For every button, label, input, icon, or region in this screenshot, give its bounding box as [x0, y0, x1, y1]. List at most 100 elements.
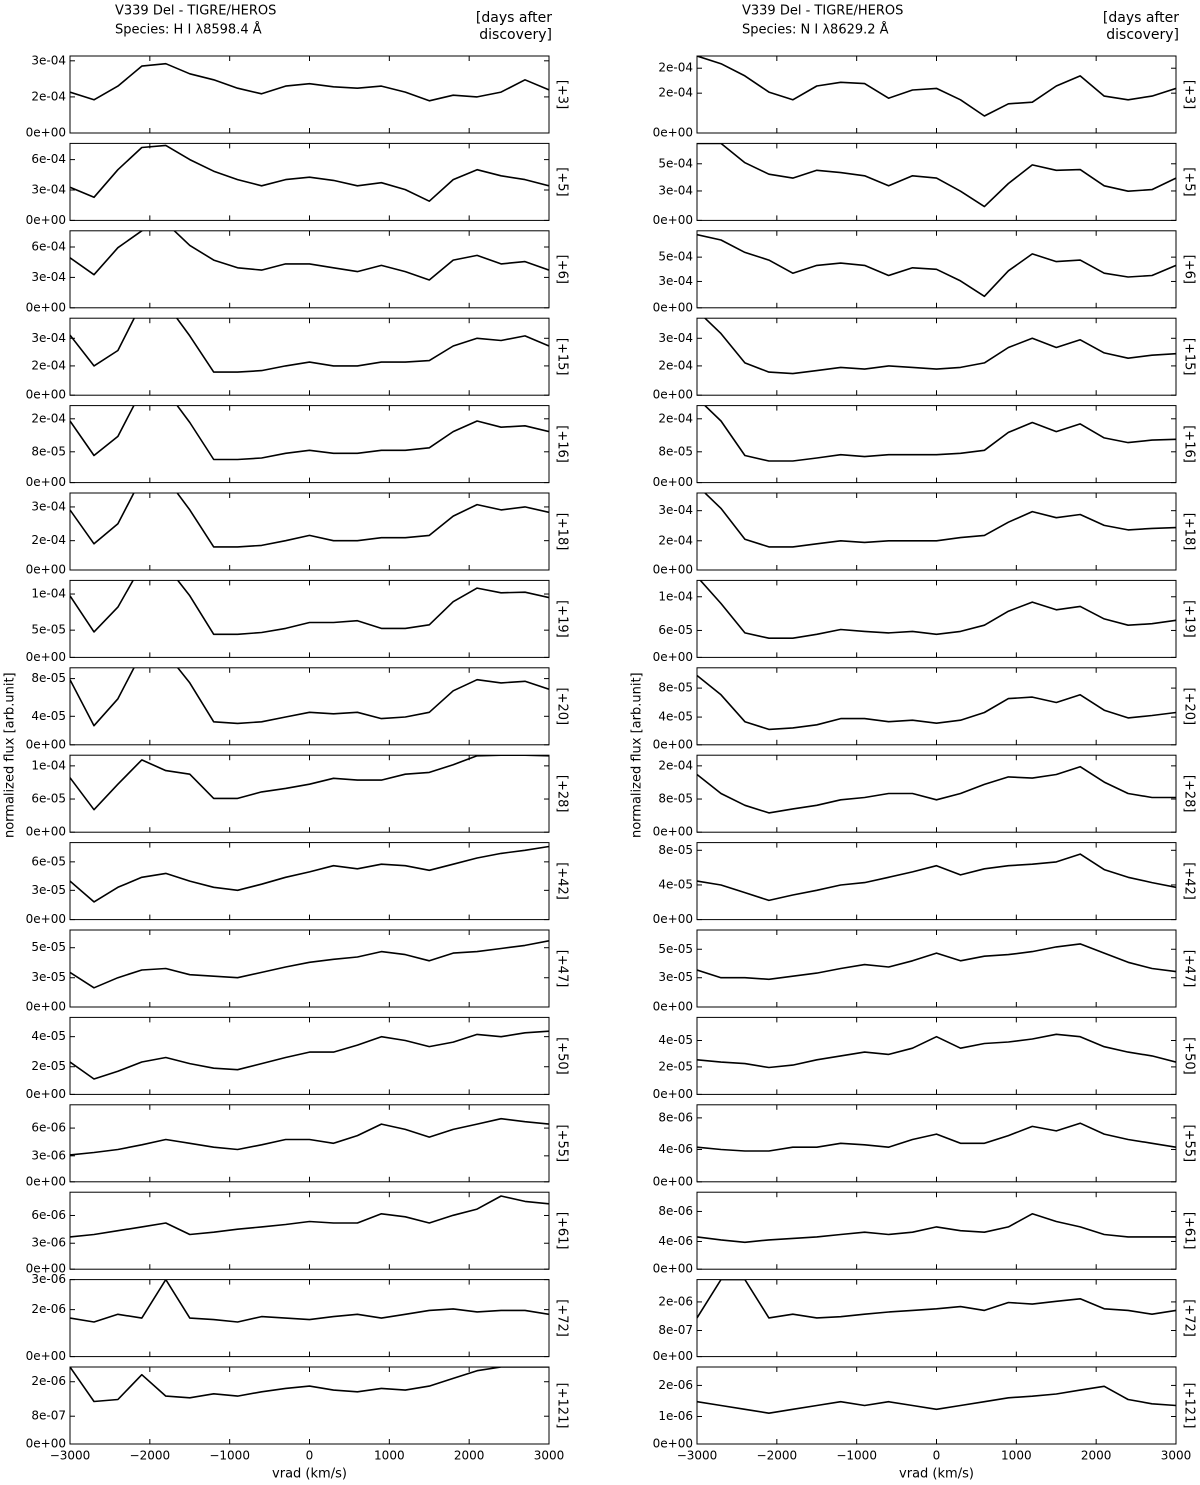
y-tick-label: 0e+00: [26, 1262, 66, 1276]
y-tick-label: 3e-04: [31, 53, 66, 67]
panel-frame: [696, 1279, 1177, 1358]
panel-frame: [69, 1279, 550, 1358]
spectrum-line: [70, 667, 549, 727]
panel-frame: [696, 579, 1177, 658]
day-label: [+121]: [555, 1383, 570, 1429]
x-tick-label: −2000: [130, 1449, 171, 1463]
y-tick-label: 8e-07: [658, 1323, 693, 1337]
y-tick-label: 2e-04: [31, 358, 66, 372]
spectrum-line: [697, 1033, 1176, 1069]
spectrum-line: [697, 1213, 1176, 1244]
day-label: [+42]: [1182, 862, 1197, 900]
y-tick-label: 2e-06: [658, 1294, 693, 1308]
spectrum-line: [697, 765, 1176, 814]
annotation: [days after discovery]: [1102, 10, 1179, 43]
y-tick-label: 2e-04: [658, 411, 693, 425]
spectrum-line: [70, 755, 549, 811]
y-tick-label: 5e-05: [31, 623, 66, 637]
panel-frame: [69, 492, 550, 571]
spectrum-line: [697, 143, 1176, 208]
chart-subtitle: Species: H I λ8598.4 Å: [115, 22, 262, 38]
y-tick-label: 0e+00: [653, 1437, 693, 1451]
spectrum-line: [70, 144, 549, 202]
day-label: [+18]: [555, 513, 570, 551]
day-label: [+5]: [555, 167, 570, 196]
day-label: [+47]: [555, 950, 570, 988]
panel-frame: [69, 230, 550, 309]
y-tick-label: 0e+00: [653, 213, 693, 227]
y-tick-label: 2e-06: [658, 1378, 693, 1392]
x-tick-label: −2000: [757, 1449, 798, 1463]
y-tick-label: 0e+00: [653, 737, 693, 751]
spectrum-line: [697, 1279, 1176, 1319]
spectrum-line: [70, 1117, 549, 1156]
day-label: [+3]: [555, 80, 570, 109]
day-label: [+28]: [1182, 775, 1197, 813]
y-tick-label: 0e+00: [653, 1349, 693, 1363]
day-label: [+50]: [1182, 1037, 1197, 1075]
panel-frame: [696, 1016, 1177, 1095]
day-label: [+28]: [555, 775, 570, 813]
y-tick-label: 0e+00: [653, 388, 693, 402]
y-tick-label: 2e-04: [31, 411, 66, 425]
panel-frame: [696, 667, 1177, 746]
y-tick-label: 6e-05: [31, 854, 66, 868]
day-label: [+61]: [555, 1212, 570, 1250]
y-tick-label: 8e-05: [658, 792, 693, 806]
x-tick-label: 1000: [1001, 1449, 1032, 1463]
y-tick-label: 3e-04: [31, 499, 66, 513]
day-label: [+42]: [555, 862, 570, 900]
spectrum-line: [70, 1195, 549, 1238]
x-tick-label: −1000: [836, 1449, 877, 1463]
y-tick-label: 0e+00: [653, 1174, 693, 1188]
chart-title: V339 Del - TIGRE/HEROS: [742, 4, 903, 19]
y-tick-label: 3e-05: [31, 970, 66, 984]
y-tick-label: 2e-05: [658, 1059, 693, 1073]
spectrum-line: [70, 493, 549, 548]
day-label: [+15]: [1182, 338, 1197, 376]
spectrum-line: [699, 580, 1176, 639]
y-axis-label: normalized flux [arb.unit]: [630, 672, 645, 838]
y-tick-label: 1e-04: [658, 589, 693, 603]
y-tick-label: 2e-06: [31, 1302, 66, 1316]
y-tick-label: 0e+00: [26, 300, 66, 314]
y-tick-label: 5e-04: [658, 156, 693, 170]
y-tick-label: 3e-05: [31, 883, 66, 897]
day-label: [+6]: [555, 255, 570, 284]
y-tick-label: 3e-06: [31, 1236, 66, 1250]
chart: V339 Del - TIGRE/HEROS Species: N I λ8629…: [630, 4, 1197, 1482]
y-tick-label: 3e-04: [658, 274, 693, 288]
spectrum-line: [697, 853, 1176, 902]
spectrum-line: [697, 233, 1176, 298]
day-label: [+3]: [1182, 80, 1197, 109]
y-tick-label: 4e-05: [658, 710, 693, 724]
y-tick-label: 5e-04: [658, 250, 693, 264]
spectrum-line: [703, 493, 1176, 548]
y-tick-label: 8e-05: [31, 671, 66, 685]
day-label: [+55]: [1182, 1125, 1197, 1163]
y-tick-label: 6e-05: [31, 792, 66, 806]
y-tick-label: 0e+00: [26, 825, 66, 839]
spectrum-line: [70, 318, 549, 373]
spectrum-line: [70, 845, 549, 903]
panel-frame: [69, 579, 550, 658]
y-tick-label: 0e+00: [653, 650, 693, 664]
panel-frame: [69, 1104, 550, 1183]
chart-title: V339 Del - TIGRE/HEROS: [115, 4, 276, 19]
panel-frame: [696, 55, 1177, 134]
y-tick-label: 6e-04: [31, 240, 66, 254]
y-tick-label: 3e-06: [31, 1272, 66, 1286]
spectrum-line: [697, 56, 1176, 117]
y-tick-label: 6e-06: [31, 1208, 66, 1222]
y-tick-label: 3e-04: [31, 183, 66, 197]
panel-frame: [696, 317, 1177, 396]
panel-frame: [696, 842, 1177, 921]
y-tick-label: 4e-05: [31, 1029, 66, 1043]
y-tick-label: 0e+00: [26, 1087, 66, 1101]
y-tick-label: 0e+00: [26, 650, 66, 664]
x-tick-label: 0: [933, 1449, 941, 1463]
panel-frame: [69, 929, 550, 1008]
spectrum-line: [70, 62, 549, 102]
y-tick-label: 0e+00: [653, 1000, 693, 1014]
